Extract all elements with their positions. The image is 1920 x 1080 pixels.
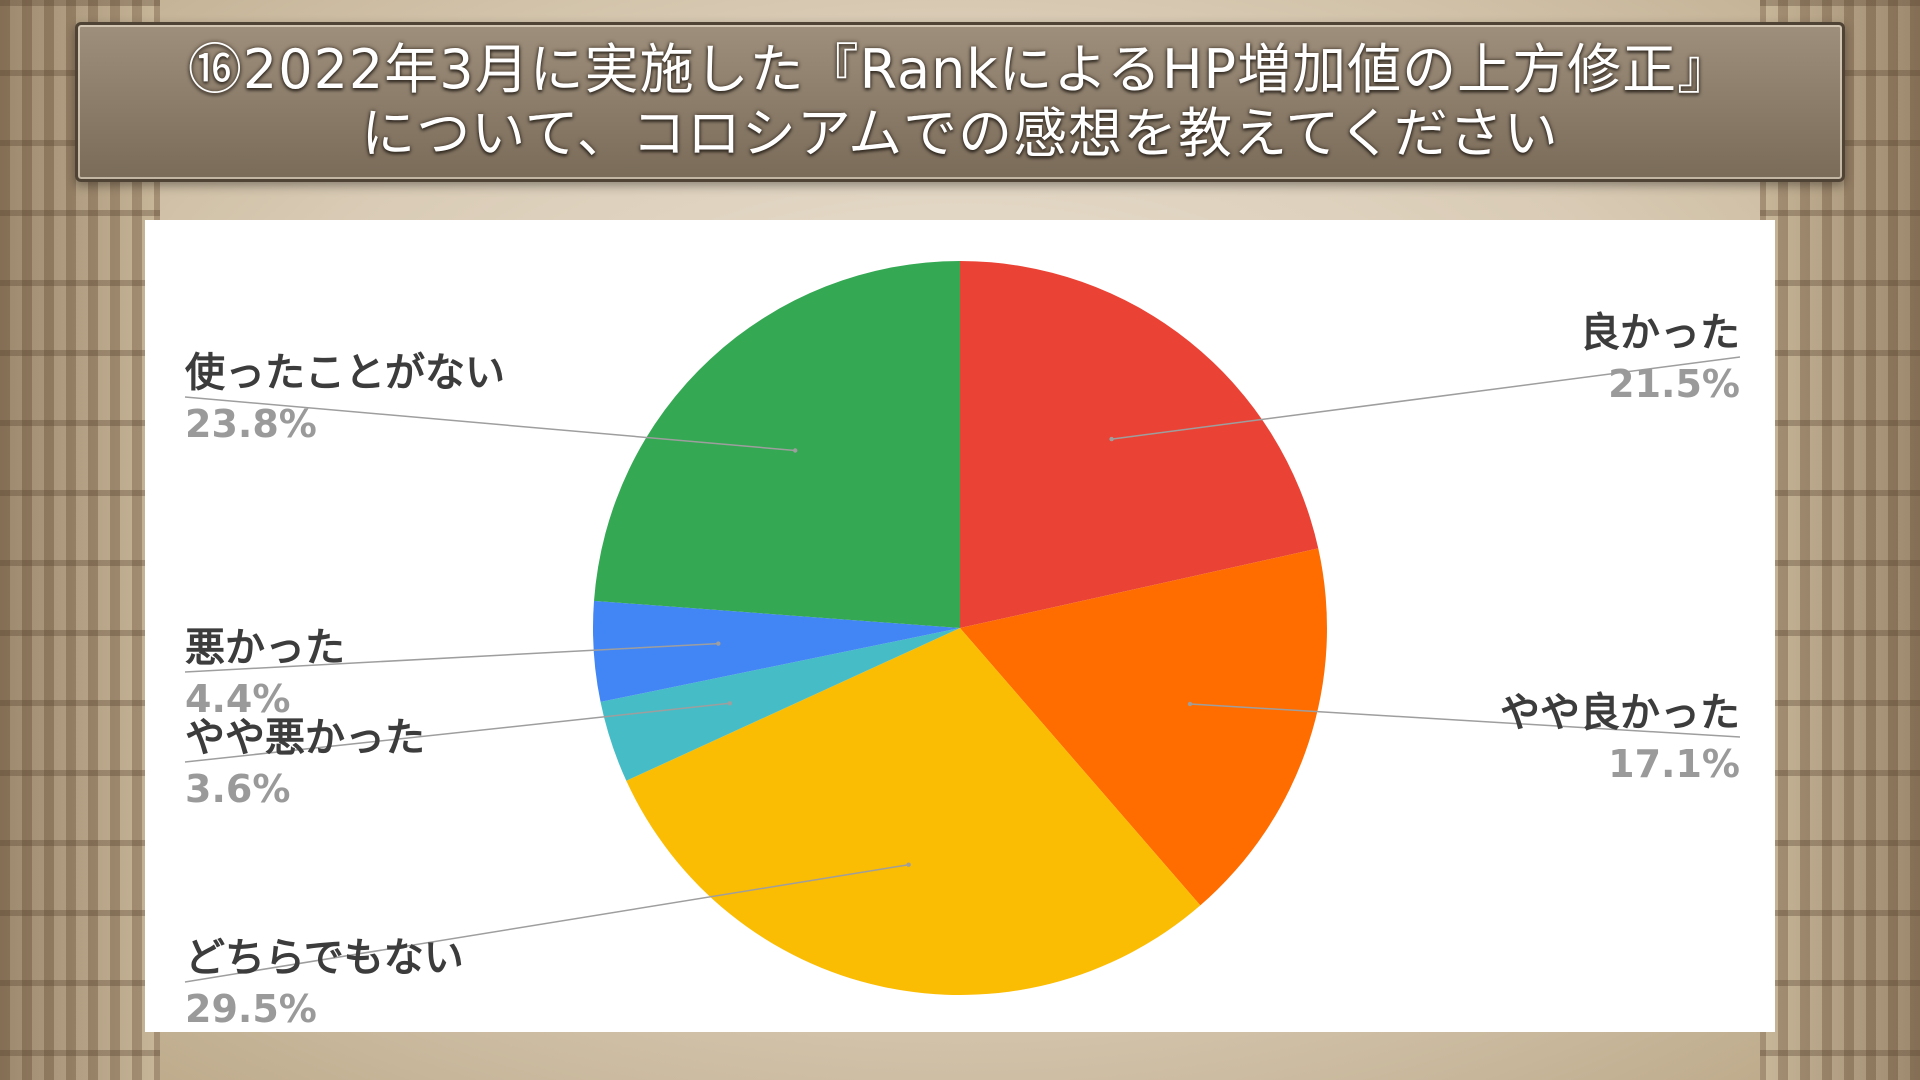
slice-labels: 良かった 21.5% やや良かった 17.1% どちらでもない 29.5% やや悪かった 3.…: [185, 310, 1740, 1031]
slice-label-0: 良かった: [1580, 310, 1740, 356]
pie-chart-card: 良かった 21.5% やや良かった 17.1% どちらでもない 29.5% やや悪かった 3.…: [145, 220, 1775, 1032]
question-title-banner: ⑯2022年3月に実施した『RankによるHP増加値の上方修正』 について、コロ…: [75, 22, 1845, 182]
leader-line-1: [1189, 703, 1741, 738]
leader-line-5: [184, 396, 796, 452]
pie-chart: 良かった 21.5% やや良かった 17.1% どちらでもない 29.5% やや悪かった 3.…: [184, 261, 1741, 1031]
pie-slice-1: [960, 548, 1327, 906]
pie-slice-0: [960, 261, 1319, 628]
slice-value-label-1: 17.1%: [1608, 742, 1740, 786]
slice-value-label-4: 4.4%: [185, 677, 290, 721]
title-line-1: ⑯2022年3月に実施した『RankによるHP増加値の上方修正』: [187, 38, 1733, 101]
leader-anchor-4: [716, 641, 721, 646]
slice-label-4: 悪かった: [185, 625, 345, 671]
slice-label-3: やや悪かった: [185, 715, 425, 761]
leader-anchor-5: [793, 448, 798, 453]
pie-slice-4: [592, 600, 960, 702]
slice-value-label-3: 3.6%: [185, 767, 290, 811]
title-line-2: について、コロシアムでの感想を教えてください: [361, 102, 1559, 165]
pie-slice-3: [600, 628, 960, 781]
slice-value-label-5: 23.8%: [185, 402, 317, 446]
pie-slice-2: [626, 628, 1201, 995]
leader-anchor-1: [1187, 701, 1193, 707]
slice-value-label-2: 29.5%: [185, 987, 317, 1031]
leader-line-3: [184, 702, 730, 763]
leader-anchor-3: [727, 701, 732, 706]
leader-line-2: [184, 863, 909, 983]
slice-value-label-0: 21.5%: [1608, 362, 1740, 406]
leader-line-0: [1111, 356, 1741, 440]
pie-slices: [592, 261, 1327, 995]
leader-anchor-2: [906, 862, 911, 867]
leader-anchor-0: [1109, 436, 1114, 442]
label-leader-lines: [184, 356, 1741, 983]
slice-label-1: やや良かった: [1500, 690, 1740, 736]
leader-line-4: [184, 642, 719, 673]
pie-slice-5: [594, 261, 960, 628]
slice-label-5: 使ったことがない: [185, 350, 505, 396]
slice-label-2: どちらでもない: [185, 935, 464, 981]
